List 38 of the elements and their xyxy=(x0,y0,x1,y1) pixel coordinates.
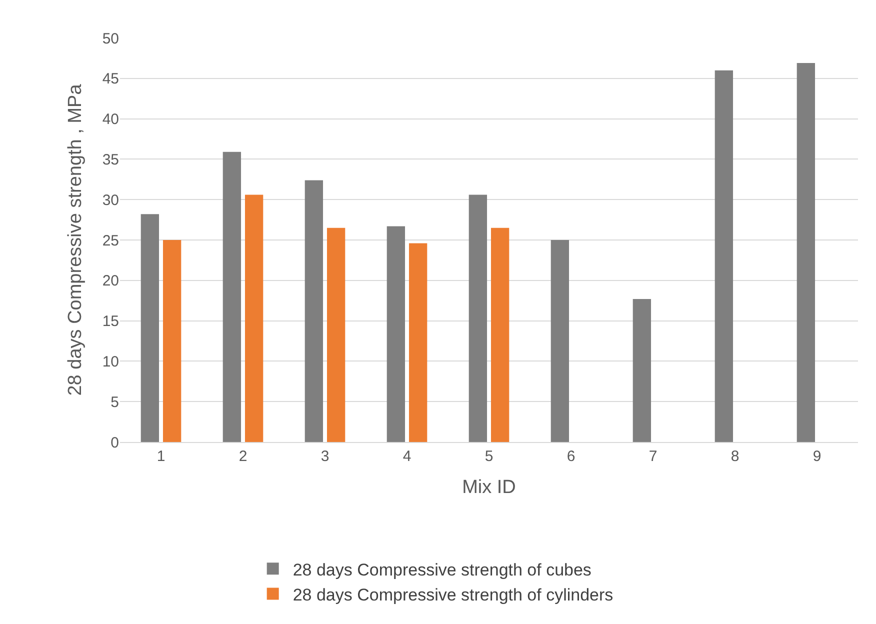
y-tick-label: 40 xyxy=(102,111,119,128)
legend-label: 28 days Compressive strength of cubes xyxy=(292,560,592,580)
bar xyxy=(386,226,406,442)
x-tick-label: 8 xyxy=(730,448,740,465)
y-tick-label: 45 xyxy=(102,70,119,88)
y-tick-label: 15 xyxy=(102,313,119,330)
y-tick-label: 5 xyxy=(110,394,119,411)
x-tick-label: 6 xyxy=(566,448,576,465)
bar xyxy=(468,194,488,442)
x-tick-label: 5 xyxy=(484,448,494,465)
x-tick-label: 7 xyxy=(648,448,658,465)
bar xyxy=(162,240,182,442)
bar xyxy=(326,228,346,442)
bar xyxy=(550,240,570,442)
legend-label: 28 days Compressive strength of cylinders xyxy=(292,585,614,604)
x-tick-label: 1 xyxy=(156,448,166,465)
x-tick-label: 2 xyxy=(238,448,248,465)
y-tick-label: 0 xyxy=(110,434,119,452)
bar xyxy=(490,228,510,442)
y-tick-label: 50 xyxy=(102,30,119,48)
x-tick-label: 4 xyxy=(402,448,412,465)
y-tick-label: 25 xyxy=(102,232,119,250)
y-tick-label: 30 xyxy=(102,192,119,209)
y-tick-label: 10 xyxy=(102,353,119,370)
x-tick-label: 9 xyxy=(812,448,822,465)
bar xyxy=(304,180,324,442)
bar xyxy=(714,70,734,442)
bar xyxy=(222,152,242,442)
x-axis-title: Mix ID xyxy=(462,476,516,498)
x-tick-label: 3 xyxy=(320,448,330,465)
bar xyxy=(244,194,264,442)
y-tick-label: 35 xyxy=(102,151,119,168)
bar xyxy=(140,214,160,442)
y-tick-label: 20 xyxy=(102,272,119,290)
y-axis-title: 28 days Compressive strength , MPa xyxy=(65,84,86,396)
bar xyxy=(408,243,428,442)
bar xyxy=(796,63,816,442)
bar xyxy=(632,298,652,442)
